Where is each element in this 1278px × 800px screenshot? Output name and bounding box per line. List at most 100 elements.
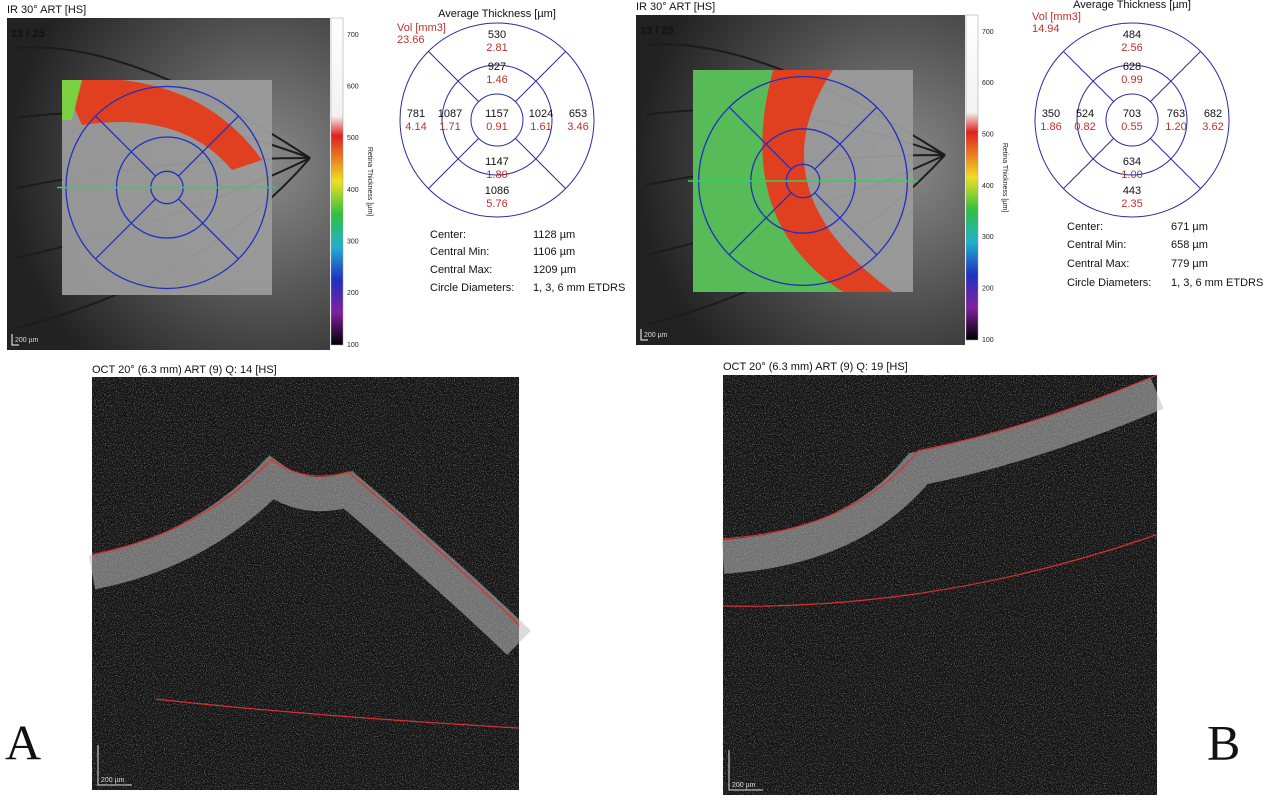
- image-counter: 13 / 25: [11, 28, 45, 40]
- sector-thickness: 524: [1076, 108, 1094, 120]
- stat-label: Circle Diameters:: [1067, 277, 1151, 289]
- etdrs-ring: [1105, 93, 1159, 147]
- sector-volume: 1.00: [1121, 169, 1142, 181]
- sector-thickness: 653: [569, 108, 587, 120]
- fundus-label: IR 30° ART [HS]: [636, 1, 715, 13]
- colorbar: [330, 17, 344, 346]
- etdrs-ring: [399, 22, 595, 218]
- colorbar-tick-label: 100: [347, 342, 359, 349]
- sector-volume: 1.46: [486, 74, 507, 86]
- etdrs-overlay: [814, 192, 878, 256]
- sector-thickness: 628: [1123, 61, 1141, 73]
- fundus-label: IR 30° ART [HS]: [7, 4, 86, 16]
- sector-thickness: 634: [1123, 156, 1141, 168]
- stat-label: Central Max:: [430, 264, 492, 276]
- sector-volume: 1.61: [530, 121, 551, 133]
- sector-volume: 2.56: [1121, 42, 1142, 54]
- etdrs-ring: [1076, 64, 1188, 176]
- bm-line: [722, 534, 1158, 607]
- stat-value: 1, 3, 6 mm ETDRS: [1171, 277, 1263, 289]
- sector-thickness: 1147: [485, 156, 509, 168]
- etdrs-divider: [1150, 51, 1201, 102]
- sector-thickness: 781: [407, 108, 425, 120]
- stat-value: 658 µm: [1171, 239, 1208, 251]
- volume-label: Vol [mm3]: [397, 22, 446, 34]
- sector-volume: 1.80: [486, 169, 507, 181]
- sector-thickness: 927: [488, 61, 506, 73]
- oct-speckle: [723, 375, 1157, 795]
- sector-volume: 1.20: [1165, 121, 1186, 133]
- stat-label: Center:: [1067, 221, 1103, 233]
- sector-thickness: 350: [1042, 108, 1060, 120]
- oct-scale-label: 200 µm: [101, 777, 125, 784]
- grid-title: Average Thickness [µm]: [1073, 0, 1191, 11]
- bm-line: [155, 698, 520, 729]
- sector-volume: 3.62: [1202, 121, 1223, 133]
- scale-bar-label: 200 µm: [644, 332, 668, 339]
- etdrs-ring: [470, 93, 524, 147]
- sector-thickness: 1087: [438, 108, 462, 120]
- colorbar-tick-label: 300: [347, 239, 359, 246]
- etdrs-overlay: [177, 198, 239, 260]
- thickness-band: [693, 70, 843, 292]
- etdrs-ring: [1034, 22, 1230, 218]
- stat-label: Center:: [430, 229, 466, 241]
- colorbar-tick-label: 500: [347, 135, 359, 142]
- volume-label: Vol [mm3]: [1032, 11, 1081, 23]
- colorbar-tick-label: 200: [347, 290, 359, 297]
- sector-volume: 4.14: [405, 121, 426, 133]
- sector-thickness: 530: [488, 29, 506, 41]
- stat-value: 1128 µm: [533, 229, 575, 241]
- sector-volume: 3.46: [567, 121, 588, 133]
- sector-volume: 0.55: [1121, 121, 1142, 133]
- sector-thickness: 763: [1167, 108, 1185, 120]
- stat-value: 779 µm: [1171, 258, 1208, 270]
- etdrs-divider: [515, 138, 566, 189]
- stat-value: 1, 3, 6 mm ETDRS: [533, 282, 625, 294]
- stat-value: 1209 µm: [533, 264, 576, 276]
- thickness-band: [62, 80, 82, 120]
- scale-bar: [11, 334, 19, 346]
- grid-title: Average Thickness [µm]: [438, 8, 556, 20]
- volume-total: 14.94: [1032, 23, 1060, 35]
- colorbar-title: Retina Thickness [µm]: [366, 147, 373, 216]
- colorbar-tick-label: 300: [982, 234, 994, 241]
- retina-band: [88, 455, 531, 656]
- scale-bar-label: 200 µm: [15, 337, 39, 344]
- etdrs-divider: [515, 51, 566, 102]
- oct-scale-bar: [728, 750, 763, 791]
- oct-scale-bar: [97, 745, 132, 786]
- colorbar-tick-label: 400: [982, 183, 994, 190]
- stat-label: Central Min:: [1067, 239, 1126, 251]
- sector-thickness: 1024: [529, 108, 553, 120]
- sector-thickness: 1157: [485, 108, 509, 120]
- stat-value: 671 µm: [1171, 221, 1208, 233]
- etdrs-overlay: [177, 115, 239, 177]
- sector-volume: 1.71: [439, 121, 460, 133]
- etdrs-overlay: [95, 115, 157, 177]
- sector-thickness: 1086: [485, 185, 509, 197]
- etdrs-divider: [1063, 138, 1114, 189]
- colorbar-tick-label: 600: [982, 80, 994, 87]
- etdrs-overlay: [728, 106, 792, 170]
- retina-band: [721, 377, 1164, 574]
- volume-total: 23.66: [397, 34, 425, 46]
- colorbar-tick-label: 500: [982, 132, 994, 139]
- oct-header: OCT 20° (6.3 mm) ART (9) Q: 14 [HS]: [92, 364, 277, 376]
- colorbar-tick-label: 700: [347, 32, 359, 39]
- stat-value: 1106 µm: [533, 246, 575, 258]
- colorbar-tick-label: 400: [347, 187, 359, 194]
- ilm-line: [722, 374, 1158, 540]
- etdrs-overlay: [95, 198, 157, 260]
- colorbar-title: Retina Thickness [µm]: [1001, 143, 1008, 212]
- ilm-line: [91, 458, 520, 626]
- sector-volume: 0.91: [486, 121, 507, 133]
- sector-volume: 2.81: [486, 42, 507, 54]
- sector-thickness: 703: [1123, 108, 1141, 120]
- sector-thickness: 443: [1123, 185, 1141, 197]
- colorbar-tick-label: 700: [982, 29, 994, 36]
- stat-label: Circle Diameters:: [430, 282, 514, 294]
- colorbar-tick-label: 100: [982, 337, 994, 344]
- sector-volume: 0.82: [1074, 121, 1095, 133]
- colorbar: [965, 14, 979, 341]
